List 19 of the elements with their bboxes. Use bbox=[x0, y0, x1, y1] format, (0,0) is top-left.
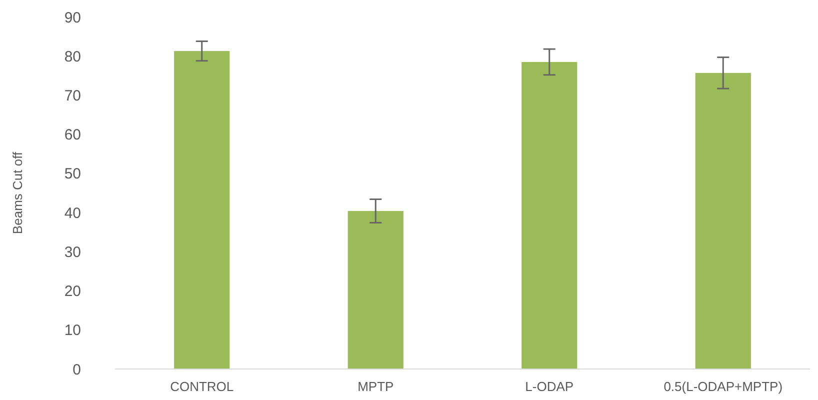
x-tick-label: L-ODAP bbox=[525, 379, 574, 394]
x-tick-label: CONTROL bbox=[170, 379, 234, 394]
bar bbox=[348, 210, 404, 369]
y-tick-label: 10 bbox=[64, 322, 81, 340]
y-tick-label: 50 bbox=[64, 166, 81, 183]
x-tick-label: MPTP bbox=[358, 379, 394, 394]
y-tick-label: 90 bbox=[64, 9, 81, 26]
y-tick-label: 0 bbox=[72, 361, 81, 378]
bar bbox=[174, 51, 230, 369]
y-tick-label: 40 bbox=[64, 204, 81, 222]
y-tick-label: 30 bbox=[64, 244, 81, 261]
x-tick-label: 0.5(L-ODAP+MPTP) bbox=[664, 379, 783, 394]
bar bbox=[522, 62, 578, 369]
y-tick-label: 20 bbox=[64, 283, 81, 300]
bar bbox=[695, 72, 751, 369]
y-tick-label: 60 bbox=[64, 126, 81, 144]
y-axis-title: Beams Cut off bbox=[10, 152, 25, 234]
y-tick-label: 70 bbox=[64, 87, 81, 104]
y-tick-label: 80 bbox=[64, 48, 81, 66]
